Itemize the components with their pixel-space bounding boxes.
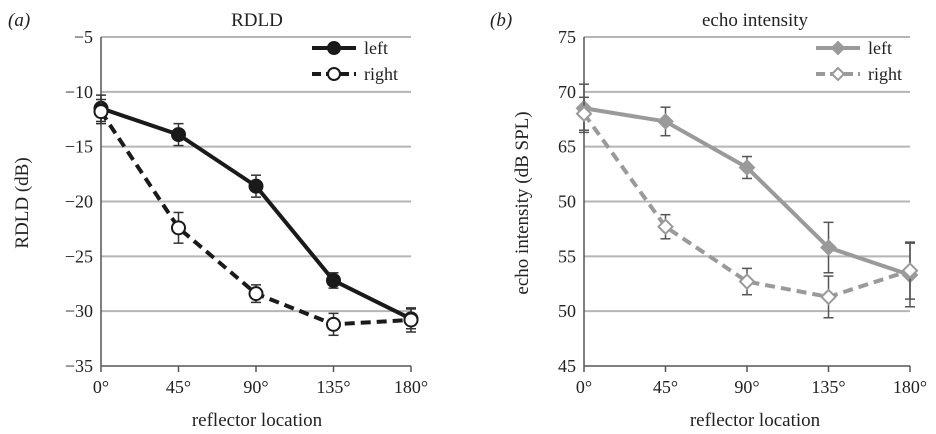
panel-b-label: (b) [490,10,512,31]
y-tick-label: 65 [558,137,576,157]
series-right [93,98,419,337]
y-tick-label: 70 [558,82,576,102]
y-tick-label: 50 [558,301,576,321]
panel-b-x-axis-label: reflector location [690,410,821,431]
y-tick-label: −5 [74,27,93,47]
x-tick-label: 135° [811,377,845,397]
legend-right-label-a: right [364,64,398,84]
legend-left-marker-b [830,40,846,56]
legend-left-label-a: left [364,38,388,58]
legend-right-marker-b [830,66,846,82]
data-point [248,286,264,302]
y-tick-label: 75 [558,27,576,47]
panel-b-y-axis-label: echo intensity (dB SPL) [512,111,533,294]
x-tick-label: 45° [166,377,191,397]
data-point [326,272,341,288]
legend-left-label-b: left [868,38,892,58]
y-tick-label: −10 [65,82,93,102]
y-tick-label: −15 [65,137,93,157]
data-point [738,273,756,290]
panel-a-x-axis-label: reflector location [192,410,323,431]
panel-a-y-ticks: −5 −10 −15 −20 −25 −30 −35 [65,27,93,376]
y-tick-label: 45 [558,356,576,376]
y-tick-label: −30 [65,301,93,321]
x-tick-label: 180° [893,377,927,397]
legend-right-marker-a [327,67,341,81]
x-tick-label: 90° [734,377,759,397]
data-point [171,127,186,143]
x-tick-label: 90° [243,377,268,397]
panel-a: (a) RDLD reflector location RDLD (dB) −5… [8,10,428,431]
panel-b-y-ticks: 75 70 65 50 55 50 45 [558,27,576,376]
panel-a-series [93,94,419,337]
panel-a-x-ticks: 0° 45° 90° 135° 180° [93,366,428,397]
x-tick-label: 180° [394,377,428,397]
y-tick-label: 55 [558,246,576,266]
data-point [820,239,837,256]
data-point [248,178,264,194]
series-line-left [583,106,911,277]
data-point [575,105,593,123]
x-tick-label: 45° [653,377,678,397]
panel-b: (b) echo intensity reflector location ec… [490,10,927,431]
data-point [657,113,674,130]
y-tick-label: −20 [65,192,93,212]
legend-left-marker-a [327,41,341,55]
series-right [575,96,919,319]
data-point [657,218,674,236]
panel-a-legend: left right [312,38,398,84]
panel-a-label: (a) [8,10,30,31]
y-tick-label: −25 [65,246,93,266]
x-tick-label: 135° [316,377,350,397]
x-tick-label: 0° [93,377,109,397]
data-point [403,312,419,328]
panel-b-x-ticks: 0° 45° 90° 135° 180° [576,366,927,397]
panel-a-title: RDLD [231,10,283,31]
data-point [93,104,109,120]
x-tick-label: 0° [576,377,592,397]
legend-right-label-b: right [868,64,902,84]
data-point [820,288,837,306]
panel-b-title: echo intensity [702,10,809,31]
panel-b-legend: left right [816,38,902,84]
panel-b-series [575,83,919,319]
data-point [326,316,341,332]
y-tick-label: 50 [558,192,576,212]
y-tick-label: −35 [65,356,93,376]
panel-a-grid [101,36,411,313]
data-point [901,262,919,280]
data-point [738,159,756,176]
data-point [171,220,186,236]
panel-a-y-axis-label: RDLD (dB) [12,157,33,248]
